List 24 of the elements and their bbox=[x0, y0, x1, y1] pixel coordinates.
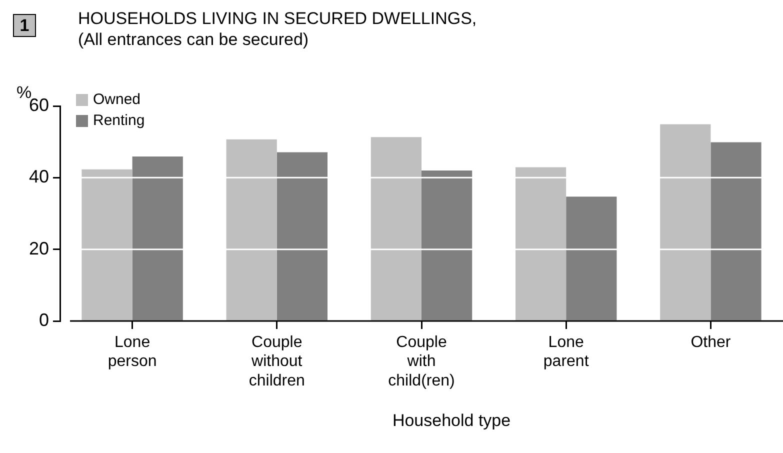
x-tick-label: Lone parent bbox=[543, 334, 590, 370]
bar bbox=[276, 152, 328, 320]
y-tick-label: 20 bbox=[28, 238, 49, 258]
bar bbox=[422, 170, 472, 320]
x-tick-label: Couple without children bbox=[248, 334, 305, 390]
x-tick-label: Other bbox=[690, 334, 732, 352]
bar bbox=[515, 167, 566, 320]
x-tick-label: Couple with child(ren) bbox=[388, 334, 455, 390]
bar bbox=[660, 124, 711, 320]
chart-subtitle: (All entrances can be secured) bbox=[78, 29, 310, 50]
bar bbox=[566, 196, 617, 320]
legend-label: Renting bbox=[93, 112, 145, 130]
x-axis-title: Household type bbox=[392, 411, 511, 430]
y-tick-label: 0 bbox=[38, 310, 49, 330]
bar bbox=[132, 156, 183, 320]
legend-label: Owned bbox=[93, 91, 141, 108]
chart-title: HOUSEHOLDS LIVING IN SECURED DWELLINGS, bbox=[78, 8, 477, 29]
bar bbox=[370, 137, 422, 320]
number-badge: 1 bbox=[13, 14, 36, 37]
y-tick-label: 40 bbox=[28, 166, 49, 187]
bar bbox=[710, 142, 762, 320]
bar bbox=[226, 139, 277, 320]
bar bbox=[82, 169, 132, 320]
x-tick-label: Lone person bbox=[108, 334, 157, 370]
